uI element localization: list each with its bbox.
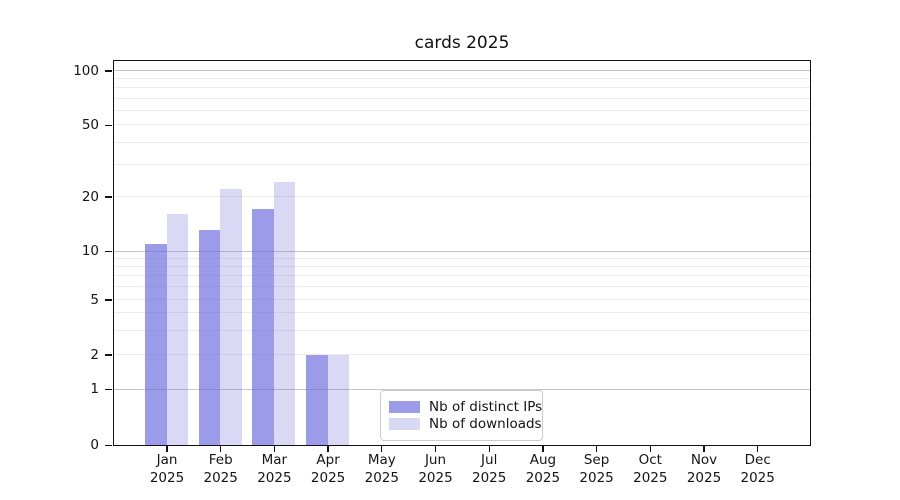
x-tick-mark <box>595 445 598 452</box>
x-tick-mark <box>327 445 329 452</box>
gridline-minor <box>114 312 810 314</box>
x-tick-mark <box>542 445 544 452</box>
x-tick-label: May 2025 <box>364 452 399 486</box>
y-tick-label: 0 <box>90 437 99 453</box>
x-tick-label: Dec 2025 <box>740 452 775 486</box>
y-tick-label: 1 <box>90 381 99 397</box>
bar-mar-downloads <box>273 182 296 445</box>
y-tick-mark <box>105 354 112 356</box>
x-tick-label: Feb 2025 <box>203 452 238 486</box>
gridline-minor <box>114 286 810 288</box>
gridline-major <box>114 250 810 252</box>
gridline-minor <box>114 124 810 126</box>
y-tick-mark <box>105 70 112 72</box>
gridline-minor <box>114 329 810 331</box>
bar-jan-distinct-ips <box>145 243 167 445</box>
legend-label-distinct-ips: Nb of distinct IPs <box>429 398 543 415</box>
gridline-minor <box>114 354 810 355</box>
y-tick-mark <box>105 196 112 198</box>
legend: Nb of distinct IPs Nb of downloads <box>380 390 543 441</box>
gridline-minor <box>114 299 810 300</box>
x-tick-mark <box>703 445 705 452</box>
x-tick-label: Jan 2025 <box>149 452 185 486</box>
bar-apr-downloads <box>327 354 350 445</box>
x-tick-label: Mar 2025 <box>257 452 292 486</box>
x-tick-label: Jul 2025 <box>472 452 507 486</box>
x-tick-mark <box>434 445 437 452</box>
legend-item-distinct-ips: Nb of distinct IPs <box>389 399 542 415</box>
gridline-minor <box>114 164 810 166</box>
legend-item-downloads: Nb of downloads <box>389 416 542 432</box>
chart-title: cards 2025 <box>414 33 510 53</box>
y-tick-mark <box>105 388 112 391</box>
x-tick-mark <box>273 445 276 452</box>
bar-apr-distinct-ips <box>306 354 328 445</box>
y-tick-mark <box>105 250 112 253</box>
x-tick-label: Aug 2025 <box>525 452 561 486</box>
gridline-minor <box>114 78 810 80</box>
gridline-major <box>114 388 810 390</box>
bar-mar-distinct-ips <box>252 209 274 445</box>
gridline-minor <box>114 110 810 112</box>
y-tick-label: 50 <box>81 116 99 133</box>
y-tick-mark <box>105 124 112 127</box>
x-tick-label: Sep 2025 <box>579 452 614 486</box>
bar-jan-downloads <box>166 214 188 445</box>
gridline-minor <box>114 87 810 89</box>
legend-swatch-distinct-ips <box>389 400 420 413</box>
x-tick-label: Oct 2025 <box>633 452 668 486</box>
gridline-minor <box>114 141 810 143</box>
y-tick-label: 2 <box>90 346 99 363</box>
bar-feb-downloads <box>220 189 242 445</box>
x-tick-label: Nov 2025 <box>686 452 722 486</box>
y-tick-label: 5 <box>90 291 99 308</box>
y-tick-mark <box>105 299 112 301</box>
gridline-minor <box>114 266 810 268</box>
gridline-minor <box>114 257 810 259</box>
x-tick-mark <box>649 445 651 452</box>
gridline-minor <box>114 275 810 277</box>
x-tick-label: Jun 2025 <box>418 452 453 486</box>
y-tick-label: 10 <box>81 243 99 259</box>
legend-label-downloads: Nb of downloads <box>429 416 542 432</box>
y-tick-label: 20 <box>81 188 99 205</box>
y-tick-label: 100 <box>73 62 99 79</box>
gridline-major <box>114 70 810 71</box>
gridline-minor <box>114 97 810 99</box>
x-tick-mark <box>166 445 168 452</box>
x-tick-mark <box>381 445 383 452</box>
plot-area: Nb of distinct IPs Nb of downloads <box>113 60 811 446</box>
x-tick-label: Apr 2025 <box>310 452 346 486</box>
x-tick-mark <box>757 445 759 452</box>
x-tick-mark <box>488 445 490 452</box>
legend-swatch-downloads <box>389 418 420 430</box>
bar-feb-distinct-ips <box>198 230 221 445</box>
y-tick-mark <box>105 444 112 447</box>
x-tick-mark <box>220 445 222 452</box>
gridline-minor <box>114 196 810 198</box>
